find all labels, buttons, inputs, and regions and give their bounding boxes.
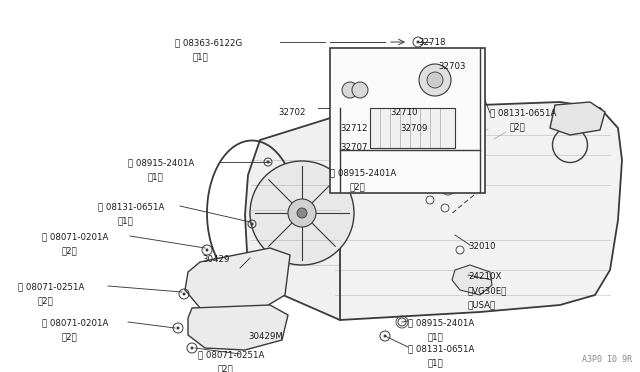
Circle shape [266, 160, 269, 164]
Text: （2）: （2） [62, 332, 77, 341]
Text: （1）: （1） [428, 358, 444, 367]
Text: Ⓜ 08915-2401A: Ⓜ 08915-2401A [408, 318, 474, 327]
Text: Ⓑ 08131-0651A: Ⓑ 08131-0651A [408, 344, 474, 353]
Circle shape [191, 346, 193, 350]
Text: 32709: 32709 [400, 124, 428, 133]
Circle shape [461, 78, 465, 81]
Circle shape [447, 186, 449, 189]
Text: Ⓑ 08071-0251A: Ⓑ 08071-0251A [198, 350, 264, 359]
Polygon shape [550, 102, 605, 135]
Text: Ⓑ 08071-0201A: Ⓑ 08071-0201A [42, 318, 108, 327]
Circle shape [205, 248, 209, 251]
Text: 32718: 32718 [418, 38, 445, 47]
Bar [330, 48, 485, 193]
Text: Ⓑ 08071-0201A: Ⓑ 08071-0201A [42, 232, 108, 241]
Text: （2）: （2） [218, 364, 234, 372]
Text: （2）: （2） [350, 182, 365, 191]
Text: 32707: 32707 [340, 143, 367, 152]
Circle shape [297, 208, 307, 218]
Text: Ⓢ 08363-6122G: Ⓢ 08363-6122G [175, 38, 243, 47]
Text: （1）: （1） [118, 216, 134, 225]
Text: A3P0 I0 9R: A3P0 I0 9R [582, 355, 632, 364]
Text: Ⓑ 08131-0651A: Ⓑ 08131-0651A [98, 202, 164, 211]
Text: （2）: （2） [38, 296, 54, 305]
Text: 30429M: 30429M [248, 332, 283, 341]
Circle shape [288, 199, 316, 227]
Text: （1）: （1） [193, 52, 209, 61]
Text: 32712: 32712 [340, 124, 367, 133]
Circle shape [352, 82, 368, 98]
Text: Ⓜ 08915-2401A: Ⓜ 08915-2401A [128, 158, 195, 167]
Text: Ⓑ 08131-0651A: Ⓑ 08131-0651A [490, 108, 556, 117]
Text: （2）: （2） [62, 246, 77, 255]
Text: 32710: 32710 [390, 108, 417, 117]
Text: （2）: （2） [510, 122, 525, 131]
Polygon shape [245, 115, 340, 320]
Text: 〈VG30E〉: 〈VG30E〉 [468, 286, 508, 295]
Text: 32010: 32010 [468, 242, 495, 251]
Text: 32703: 32703 [438, 62, 465, 71]
Circle shape [342, 82, 358, 98]
Circle shape [419, 64, 451, 96]
Text: 〈USA〉: 〈USA〉 [468, 300, 496, 309]
Bar [370, 108, 455, 148]
Text: 24210X: 24210X [468, 272, 501, 281]
Circle shape [427, 72, 443, 88]
Polygon shape [452, 265, 492, 295]
Text: 30429: 30429 [202, 255, 229, 264]
Text: （1）: （1） [428, 332, 444, 341]
Polygon shape [185, 248, 290, 310]
Text: Ⓑ 08071-0251A: Ⓑ 08071-0251A [18, 282, 84, 291]
Polygon shape [188, 305, 288, 350]
Text: 32702: 32702 [278, 108, 305, 117]
Circle shape [250, 161, 354, 265]
Polygon shape [320, 102, 622, 320]
Circle shape [177, 327, 179, 330]
Circle shape [250, 222, 253, 225]
Circle shape [383, 334, 387, 337]
Circle shape [417, 41, 419, 44]
Text: （1）: （1） [148, 172, 164, 181]
Text: Ⓜ 08915-2401A: Ⓜ 08915-2401A [330, 168, 396, 177]
Circle shape [182, 292, 186, 295]
